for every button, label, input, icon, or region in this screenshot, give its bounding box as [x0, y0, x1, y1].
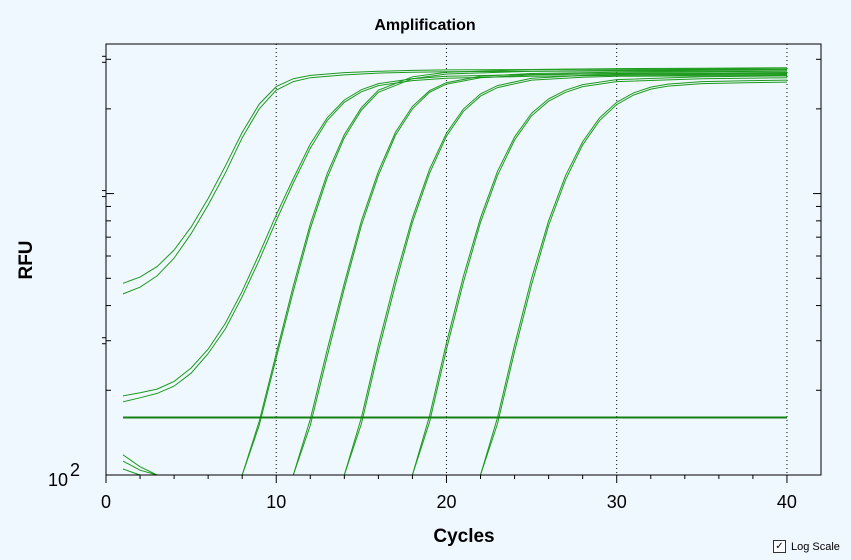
- y-axis-min-label: 10 2: [48, 460, 80, 490]
- x-axis-label: Cycles: [433, 526, 494, 547]
- plot-frame: [105, 43, 822, 476]
- log-scale-label: Log Scale: [791, 540, 840, 553]
- series-line-5: [241, 67, 788, 476]
- y-tick-label-exponent: 2: [70, 460, 80, 480]
- chart-title: Amplification: [374, 17, 475, 34]
- x-tick-label-10: 10: [266, 492, 286, 512]
- y-axis-ticks: [102, 55, 821, 476]
- series-group: [122, 67, 788, 476]
- y-tick-label-base: 10: [48, 470, 68, 490]
- log-scale-toggle[interactable]: ✓ Log Scale: [773, 540, 840, 553]
- log-scale-checkbox[interactable]: ✓: [773, 540, 786, 553]
- series-line-11: [411, 75, 788, 476]
- series-line-13: [480, 79, 788, 476]
- series-line-14: [480, 81, 788, 476]
- series-line-17: [122, 468, 141, 476]
- series-line-8: [292, 72, 788, 476]
- x-tick-label-0: 0: [101, 492, 111, 512]
- series-line-15: [122, 454, 158, 476]
- x-tick-label-20: 20: [436, 492, 456, 512]
- x-tick-label-30: 30: [607, 492, 627, 512]
- plot-background: [106, 44, 821, 475]
- y-axis-label: RFU: [16, 240, 37, 279]
- series-line-9: [343, 73, 788, 476]
- x-tick-label-40: 40: [777, 492, 797, 512]
- x-axis-ticks: 0 10 20 30 40: [101, 475, 797, 512]
- series-line-10: [343, 74, 788, 476]
- series-line-7: [292, 70, 788, 476]
- series-line-16: [122, 460, 158, 476]
- series-line-6: [241, 69, 788, 476]
- series-line-12: [411, 77, 788, 476]
